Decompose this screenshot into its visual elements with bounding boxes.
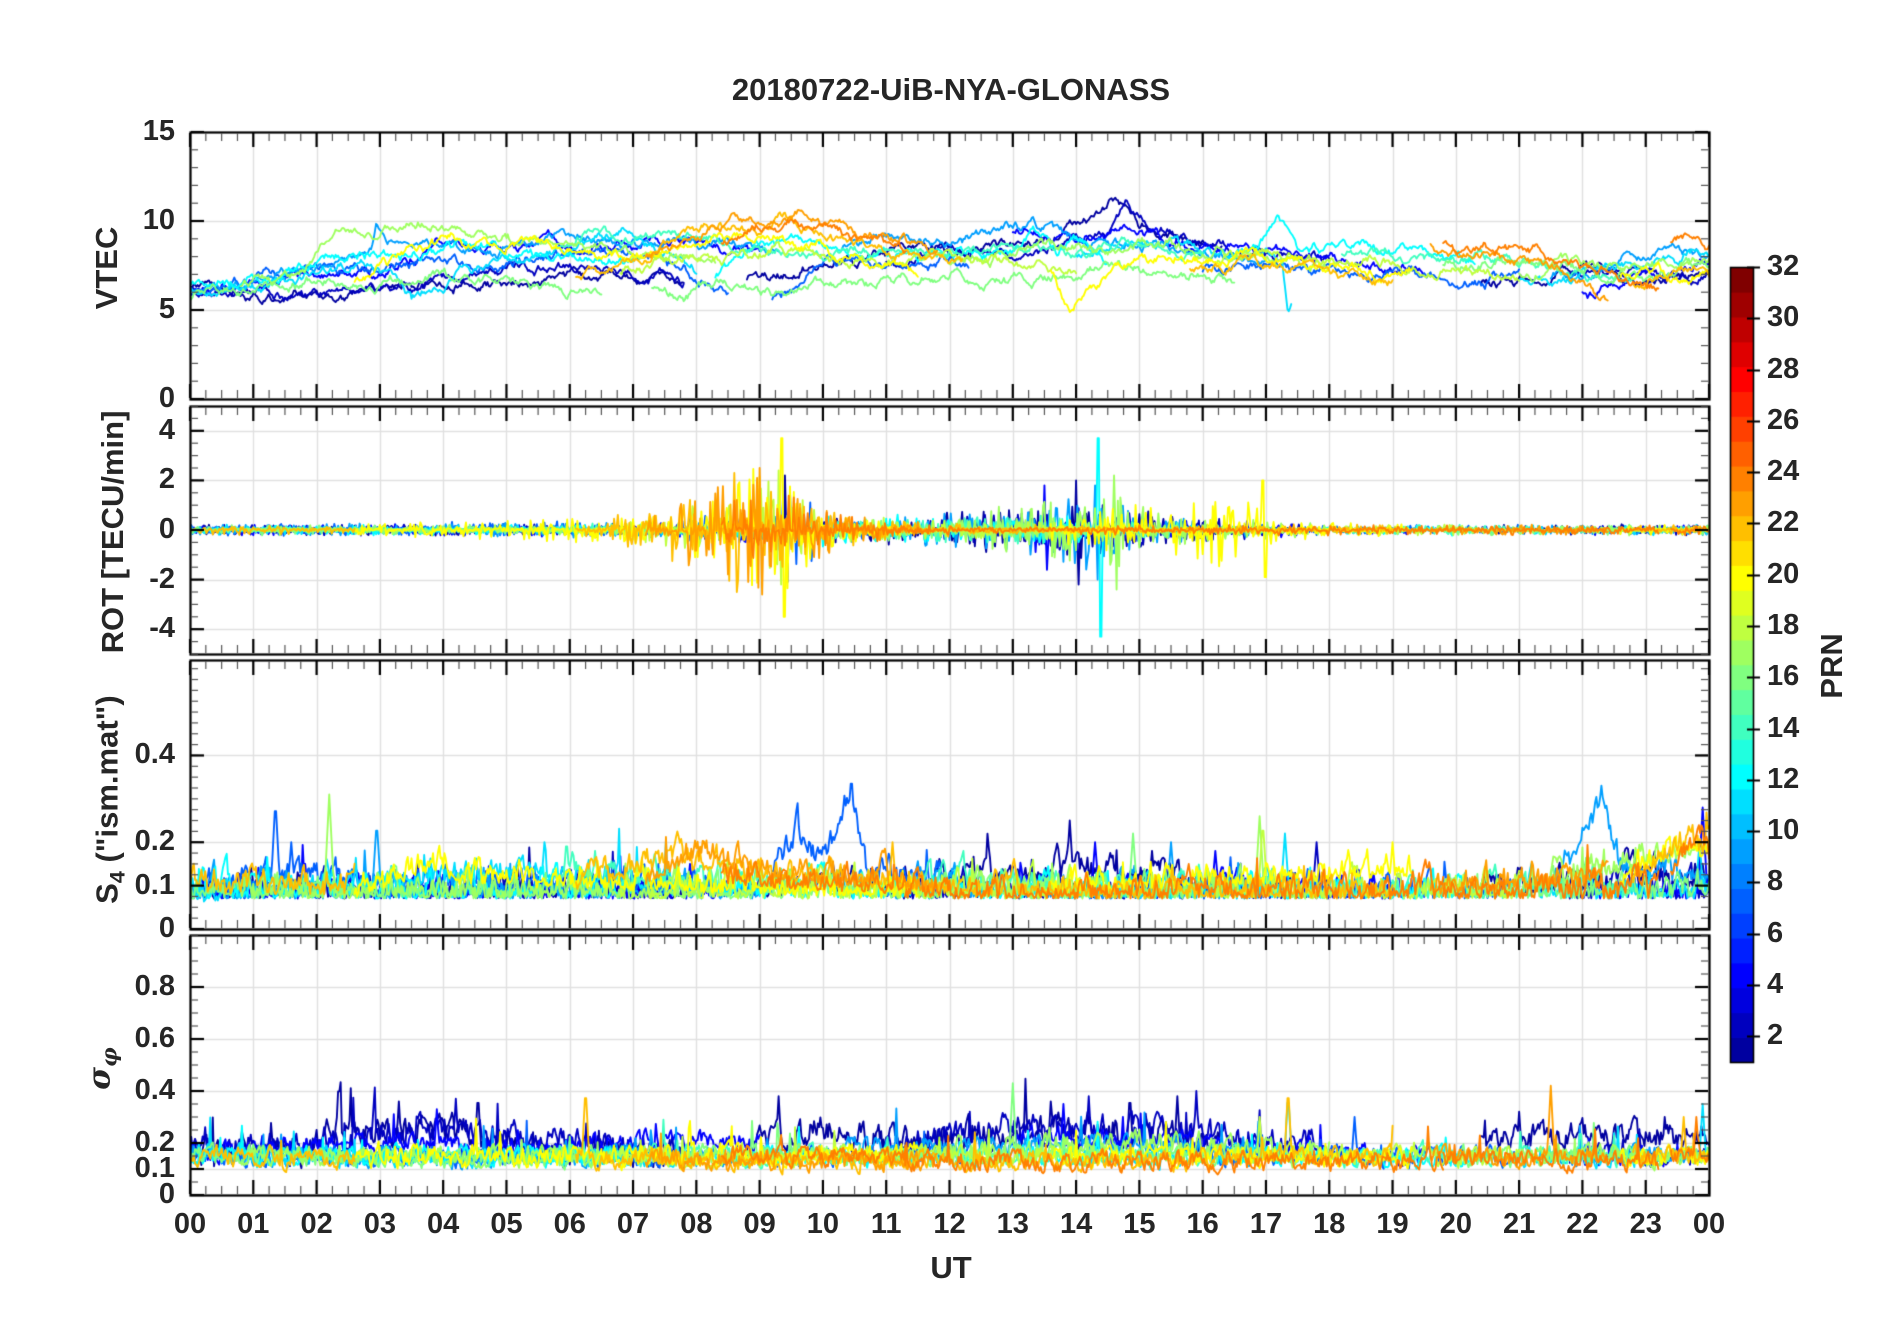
y-tick-label: 0.2 [134, 1126, 175, 1158]
y-tick-label: 0.8 [134, 970, 175, 1002]
x-tick-label: 05 [490, 1208, 523, 1240]
y-tick-label: 0 [158, 513, 175, 545]
colorbar-tick-label: 4 [1767, 968, 1784, 1001]
colorbar-tick-label: 2 [1767, 1019, 1784, 1052]
y-tick-label: 5 [158, 293, 175, 325]
y-tick-label: 0.1 [134, 868, 175, 901]
x-tick-label: 22 [1566, 1208, 1599, 1240]
colorbar-tick-label: 22 [1767, 506, 1800, 539]
x-tick-label: 20 [1439, 1208, 1472, 1240]
colorbar-tick-label: 26 [1767, 403, 1800, 436]
x-tick-label: 14 [1059, 1208, 1093, 1240]
colorbar-tick-label: 10 [1767, 814, 1800, 847]
colorbar-tick-label: 12 [1767, 762, 1800, 795]
x-tick-label: 11 [870, 1208, 902, 1240]
y-tick-label: 0.1 [134, 1152, 175, 1184]
y-tick-label: 0.4 [134, 1074, 175, 1106]
x-tick-label: 00 [173, 1208, 207, 1240]
y-tick-label: 0.6 [134, 1022, 175, 1054]
x-tick-label: 15 [1123, 1208, 1156, 1240]
colorbar-tick-label: 14 [1767, 711, 1800, 744]
colorbar-tick-label: 6 [1767, 916, 1784, 949]
x-tick-label: 12 [933, 1208, 966, 1240]
colorbar-tick-label: 8 [1767, 865, 1784, 898]
colorbar-tick-label: 16 [1767, 660, 1800, 693]
x-tick-label: 02 [300, 1208, 333, 1240]
colorbar-tick-label: 20 [1767, 557, 1800, 590]
y-tick-label: -4 [149, 612, 175, 645]
x-tick-label: 08 [680, 1208, 713, 1240]
x-tick-label: 09 [743, 1208, 776, 1240]
y-tick-label: 0 [158, 1178, 175, 1210]
x-tick-label: 17 [1249, 1208, 1283, 1240]
x-tick-label: 07 [616, 1208, 650, 1240]
y-tick-label: 4 [158, 413, 175, 446]
y-tick-label: -2 [149, 562, 175, 595]
y-tick-label: 0.4 [134, 738, 175, 771]
colorbar-tick-label: 24 [1767, 455, 1800, 488]
x-tick-label: 00 [1692, 1208, 1726, 1240]
y-tick-label: 0.2 [134, 825, 175, 858]
y-tick-label: 0 [158, 382, 175, 414]
y-axis-label-s4: S4 ("ism.mat") [89, 695, 130, 904]
x-tick-label: 10 [806, 1208, 840, 1240]
colorbar-tick-label: 18 [1767, 609, 1800, 642]
x-tick-label: 13 [996, 1208, 1029, 1240]
y-axis-label-vtec: VTEC [89, 226, 124, 310]
x-tick-label: 23 [1629, 1208, 1662, 1240]
y-tick-label: 0 [158, 912, 175, 944]
x-tick-label: 06 [553, 1208, 586, 1240]
x-tick-label: 19 [1376, 1208, 1409, 1240]
colorbar-tick-label: 32 [1767, 250, 1800, 282]
x-tick-label: 01 [237, 1208, 270, 1240]
x-tick-label: 21 [1502, 1208, 1536, 1240]
y-tick-label: 2 [158, 463, 175, 496]
page-title: 20180722-UiB-NYA-GLONASS [731, 72, 1171, 107]
colorbar-tick-label: 30 [1767, 301, 1800, 334]
y-tick-label: 15 [142, 115, 175, 147]
x-tick-label: 18 [1313, 1208, 1346, 1240]
x-tick-label: 03 [363, 1208, 396, 1240]
y-tick-label: 10 [142, 204, 175, 236]
x-axis-label: UT [930, 1250, 972, 1285]
x-tick-label: 16 [1186, 1208, 1219, 1240]
x-tick-label: 04 [427, 1208, 460, 1240]
colorbar-tick-label: 28 [1767, 352, 1800, 385]
